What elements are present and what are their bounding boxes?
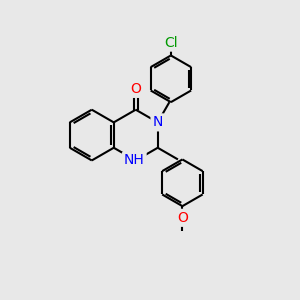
Text: N: N [152,116,163,129]
Text: O: O [177,211,188,225]
Text: Cl: Cl [164,36,178,50]
Text: NH: NH [124,154,145,167]
Text: O: O [130,82,141,96]
